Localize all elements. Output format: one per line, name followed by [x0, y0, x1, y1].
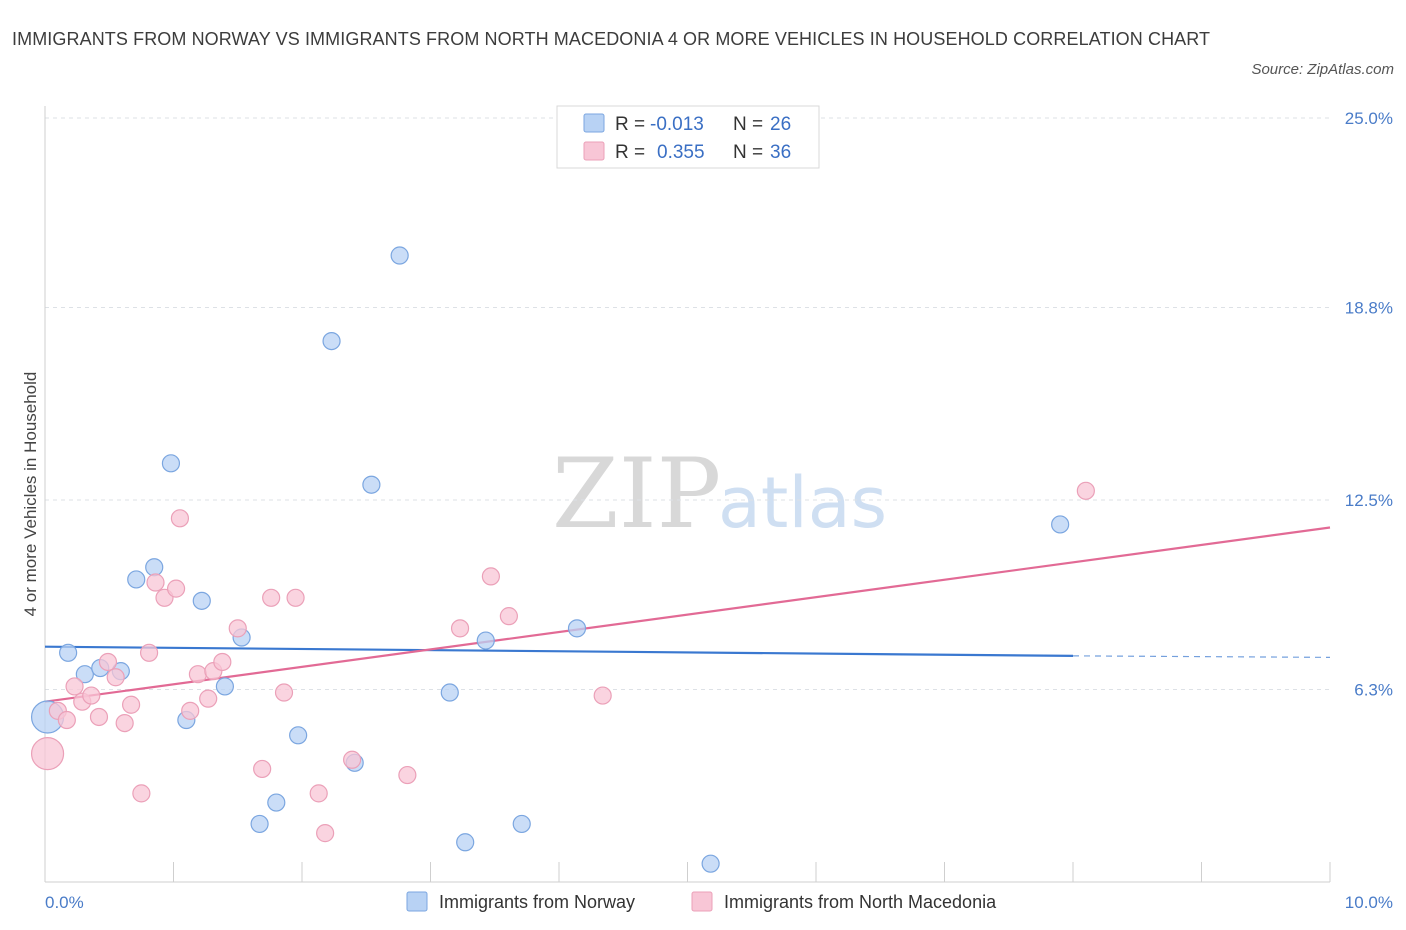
macedonia-point [398, 765, 417, 785]
x-tick-labels: 0.0% 10.0% [45, 893, 1393, 912]
macedonia-point [450, 619, 470, 638]
trend-lines [44, 526, 1331, 703]
data-points [30, 246, 1095, 873]
norway-point [250, 814, 269, 834]
x-tick-label: 10.0% [1345, 893, 1393, 912]
macedonia-point [170, 509, 190, 528]
macedonia-point [30, 737, 65, 771]
macedonia-point [139, 643, 159, 662]
y-axis-label: 4 or more Vehicles in Household [21, 372, 40, 617]
macedonia-point [1076, 481, 1095, 500]
macedonia-point [253, 759, 272, 779]
macedonia-r-value: 0.355 [657, 142, 705, 163]
y-tick-label: 12.5% [1345, 491, 1393, 510]
norway-point [289, 726, 308, 745]
y-tick-labels: 6.3% 12.5% 18.8% 25.0% [1345, 109, 1393, 699]
macedonia-point [309, 784, 328, 803]
macedonia-point [188, 665, 208, 684]
y-tick-label: 6.3% [1354, 680, 1393, 699]
macedonia-point [316, 824, 335, 843]
macedonia-point [593, 686, 612, 705]
norway-point [701, 854, 720, 873]
macedonia-point [82, 686, 101, 705]
macedonia-series-label: Immigrants from North Macedonia [724, 892, 997, 912]
macedonia-n-value: 36 [770, 142, 791, 163]
norway-point [1051, 515, 1070, 534]
norway-point [215, 677, 234, 696]
norway-point [567, 619, 587, 638]
norway-point [127, 570, 146, 589]
macedonia-r-label: R = [615, 142, 645, 163]
norway-point [456, 833, 475, 852]
norway-legend-swatch [583, 113, 605, 133]
norway-r-label: R = [615, 114, 645, 135]
macedonia-point [213, 652, 232, 672]
norway-point [145, 558, 164, 577]
macedonia-point [57, 710, 76, 730]
norway-point [267, 793, 286, 812]
norway-n-value: 26 [770, 114, 791, 135]
gridlines [45, 117, 1330, 690]
norway-point [390, 246, 409, 265]
macedonia-point [499, 607, 518, 626]
macedonia-point [115, 713, 134, 733]
macedonia-point [262, 588, 281, 607]
y-tick-label: 25.0% [1345, 109, 1393, 128]
chart-title: IMMIGRANTS FROM NORWAY VS IMMIGRANTS FRO… [12, 29, 1211, 49]
macedonia-point [228, 619, 247, 638]
norway-trend-line [44, 645, 1074, 657]
norway-series-label: Immigrants from Norway [439, 892, 635, 912]
watermark-atlas: atlas [718, 462, 887, 544]
macedonia-point [274, 683, 294, 702]
macedonia-point [199, 689, 218, 708]
source-label: Source: ZipAtlas.com [1251, 61, 1394, 78]
macedonia-point [481, 567, 500, 586]
macedonia-point [121, 695, 141, 714]
macedonia-n-label: N = [733, 142, 763, 163]
macedonia-point [132, 784, 151, 803]
macedonia-point [181, 701, 200, 720]
y-tick-label: 18.8% [1345, 298, 1393, 317]
x-tick-label: 0.0% [45, 893, 84, 912]
norway-point [59, 643, 78, 662]
macedonia-point [106, 668, 125, 687]
norway-point [322, 331, 341, 351]
macedonia-point [286, 588, 305, 607]
norway-series-swatch [406, 891, 428, 912]
norway-point [75, 665, 94, 684]
norway-point [512, 814, 531, 834]
macedonia-point [89, 707, 109, 727]
norway-point [161, 454, 181, 473]
macedonia-point [343, 750, 362, 769]
macedonia-series-swatch [691, 891, 713, 912]
macedonia-legend-swatch [583, 141, 605, 161]
macedonia-point [166, 579, 186, 598]
macedonia-point [146, 573, 165, 592]
series-legend: Immigrants from Norway Immigrants from N… [406, 891, 997, 912]
macedonia-trend-line [44, 526, 1331, 703]
norway-n-label: N = [733, 114, 763, 135]
macedonia-point [65, 677, 84, 696]
macedonia-point [98, 652, 118, 672]
norway-point [440, 683, 459, 702]
norway-point [192, 591, 211, 610]
norway-trend-extension [1072, 655, 1331, 658]
norway-r-value: -0.013 [650, 114, 704, 135]
norway-point [476, 631, 495, 650]
stats-legend: R = -0.013 N = 26 R = 0.355 N = 36 [556, 105, 820, 169]
watermark-zip: ZIP [552, 438, 721, 550]
norway-point [362, 475, 381, 494]
